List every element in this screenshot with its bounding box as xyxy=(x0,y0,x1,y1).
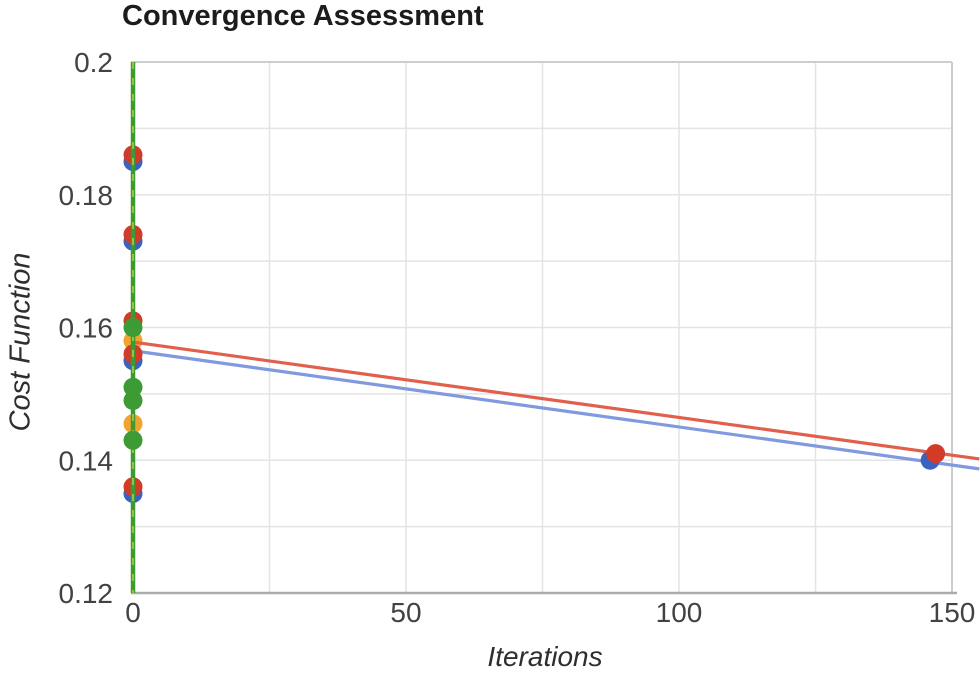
y-tick-label: 0.14 xyxy=(59,445,114,476)
green-series-point xyxy=(123,430,143,450)
x-axis-title: Iterations xyxy=(487,641,603,672)
x-tick-label: 0 xyxy=(125,597,141,628)
red-trend-line xyxy=(132,340,980,461)
x-tick-label: 150 xyxy=(929,597,976,628)
y-tick-label: 0.16 xyxy=(59,313,114,344)
y-tick-label: 0.2 xyxy=(74,47,113,78)
blue-trend-line xyxy=(132,349,980,471)
green-series-point xyxy=(123,318,143,337)
red-series-point xyxy=(926,444,946,464)
y-tick-label: 0.18 xyxy=(59,180,114,211)
green-series-point xyxy=(123,391,143,411)
x-tick-label: 50 xyxy=(390,597,421,628)
x-tick-label: 100 xyxy=(656,597,703,628)
green-series-point xyxy=(123,377,143,397)
chart-title: Convergence Assessment xyxy=(122,0,484,32)
y-tick-label: 0.12 xyxy=(59,578,114,609)
